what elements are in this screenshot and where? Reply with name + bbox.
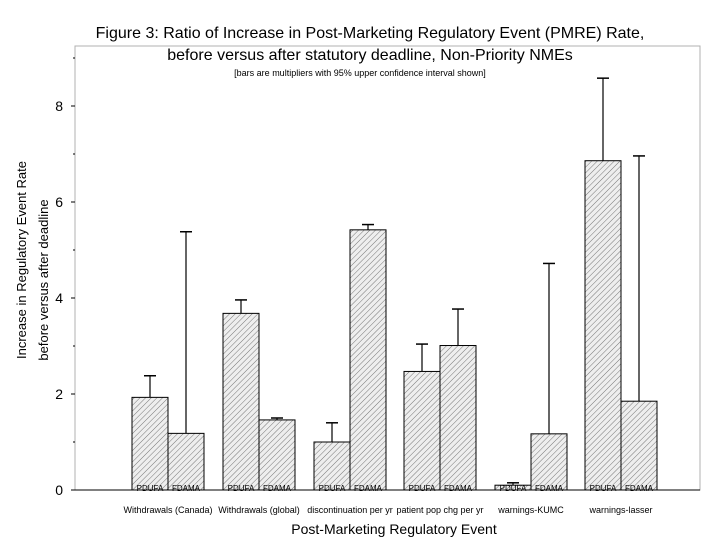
bar-series-label: PDUFA — [319, 484, 346, 493]
y-tick-label: 4 — [55, 290, 63, 306]
plot-area: 0 2 4 6 8 PDUFA PDUFA PDUFA PDUFA PDUFA PDUFA FDAMA… — [55, 45, 701, 515]
y-tick-label: 8 — [55, 98, 63, 114]
y-axis-label-line2: before versus after deadline — [36, 199, 51, 360]
chart-title-line2: before versus after statutory deadline, … — [167, 47, 573, 64]
bar-series-label: PDUFA — [228, 484, 255, 493]
y-axis-label-line1: Increase in Regulatory Event Rate — [14, 161, 29, 359]
bar-fdama — [620, 400, 658, 491]
bar-pdufa — [313, 441, 351, 491]
bar-series-label: PDUFA — [409, 484, 436, 493]
bar-series-label: FDAMA — [625, 484, 654, 493]
bar-pdufa — [403, 370, 441, 491]
bar-fdama — [349, 229, 387, 491]
bar-series-label: FDAMA — [535, 484, 564, 493]
bar-fdama — [258, 419, 296, 491]
bar-series-label: FDAMA — [172, 484, 201, 493]
x-category-label: discontinuation per yr — [307, 505, 393, 515]
bar-pdufa — [584, 160, 622, 491]
x-category-label: Withdrawals (global) — [218, 505, 300, 515]
x-category-label: warnings-KUMC — [497, 505, 564, 515]
x-category-label: patient pop chg per yr — [396, 505, 483, 515]
chart-title-line1: Figure 3: Ratio of Increase in Post-Mark… — [96, 25, 645, 42]
bar-fdama — [439, 345, 477, 491]
bar-series-label: PDUFA — [590, 484, 617, 493]
bar-series-label: FDAMA — [354, 484, 383, 493]
bar-pdufa — [131, 396, 169, 491]
y-tick-label: 2 — [55, 386, 63, 402]
bar-series-label: FDAMA — [263, 484, 292, 493]
bar-pdufa — [222, 312, 260, 491]
bar-series-label: PDUFA — [500, 484, 527, 493]
bar-series-label: PDUFA — [137, 484, 164, 493]
bar-fdama — [530, 433, 568, 491]
y-tick-label: 6 — [55, 194, 63, 210]
chart-subtitle: [bars are multipliers with 95% upper con… — [234, 68, 486, 78]
y-tick-label: 0 — [55, 482, 63, 498]
bar-fdama — [167, 432, 205, 491]
x-category-label: Withdrawals (Canada) — [123, 505, 212, 515]
x-category-label: warnings-lasser — [588, 505, 652, 515]
x-axis-label: Post-Marketing Regulatory Event — [291, 521, 497, 537]
bar-series-label: FDAMA — [444, 484, 473, 493]
